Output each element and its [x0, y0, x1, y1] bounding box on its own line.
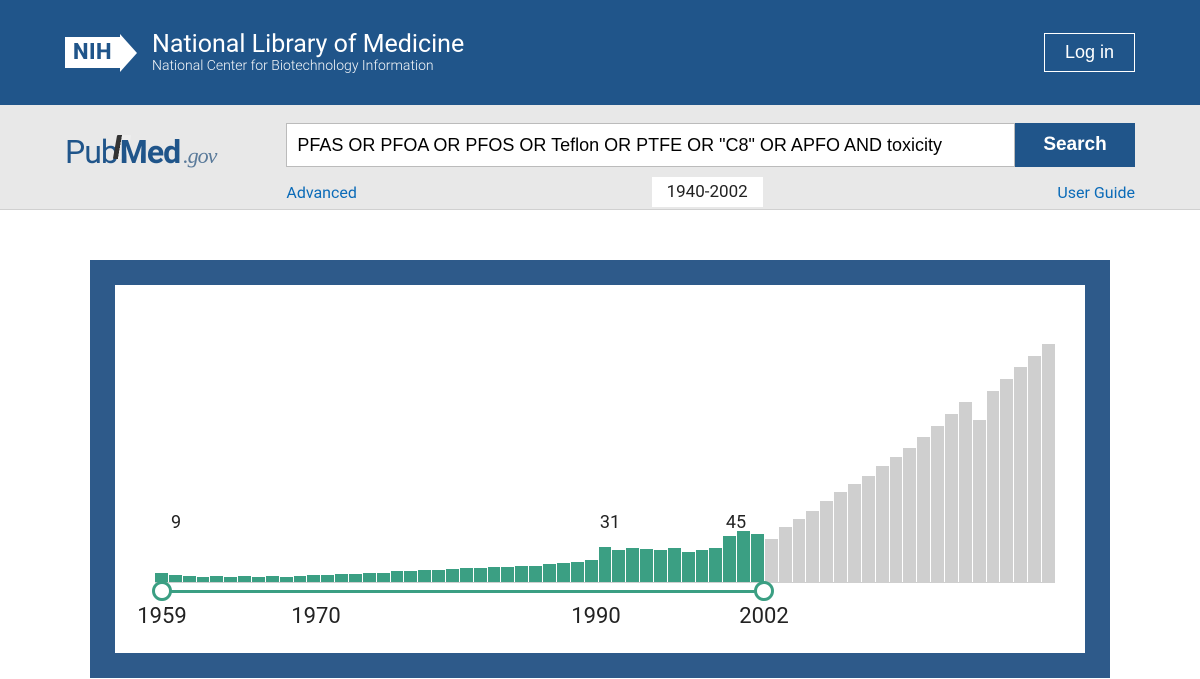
pubmed-logo-gov: .gov — [183, 143, 216, 169]
nih-badge: NIH — [65, 34, 137, 72]
search-strip: PubMed.gov Search Advanced 1940-2002 Use… — [0, 105, 1200, 210]
timeline-bar[interactable] — [820, 501, 833, 583]
timeline-bar[interactable] — [931, 426, 944, 584]
timeline-bar[interactable] — [1000, 379, 1013, 583]
user-guide-link[interactable]: User Guide — [1057, 183, 1135, 202]
timeline-bar[interactable] — [903, 448, 916, 583]
timeline-bar[interactable] — [806, 511, 819, 583]
timeline-bar[interactable] — [446, 569, 459, 583]
chevron-right-icon — [120, 34, 137, 72]
timeline-axis-label: 2002 — [739, 604, 788, 629]
timeline-bar[interactable] — [488, 567, 501, 583]
timeline-bar[interactable] — [779, 527, 792, 583]
timeline-bar[interactable] — [585, 560, 598, 583]
timeline-bar[interactable] — [515, 566, 528, 584]
timeline-slider-track[interactable] — [162, 590, 764, 593]
timeline-bar[interactable] — [654, 550, 667, 583]
timeline-bar[interactable] — [793, 519, 806, 583]
timeline-bar[interactable] — [737, 531, 750, 584]
nih-title: National Library of Medicine — [152, 31, 464, 59]
timeline-bar[interactable] — [945, 414, 958, 583]
pubmed-logo[interactable]: PubMed.gov — [65, 133, 216, 171]
timeline-bar[interactable] — [474, 568, 487, 583]
timeline-bar[interactable] — [765, 539, 778, 583]
results-timeline-panel: 1959 1970 1990 2002 9 31 45 — [90, 260, 1110, 678]
timeline-bar[interactable] — [959, 402, 972, 583]
search-under-row: Advanced 1940-2002 User Guide — [286, 177, 1135, 207]
timeline-bar[interactable] — [709, 548, 722, 583]
search-row: Search — [286, 123, 1135, 167]
timeline-bar[interactable] — [571, 562, 584, 583]
advanced-link[interactable]: Advanced — [286, 183, 357, 202]
timeline-bar[interactable] — [599, 547, 612, 583]
timeline-bar[interactable] — [501, 567, 514, 583]
timeline-bar[interactable] — [862, 476, 875, 583]
timeline-bar[interactable] — [917, 437, 930, 583]
timeline-bars[interactable] — [155, 338, 1055, 583]
timeline-bar[interactable] — [834, 492, 847, 583]
results-timeline-chart: 1959 1970 1990 2002 9 31 45 — [115, 285, 1085, 653]
timeline-bar[interactable] — [626, 548, 639, 583]
year-range-badge: 1940-2002 — [652, 177, 763, 207]
timeline-bar[interactable] — [612, 550, 625, 583]
nih-brand-block: NIH National Library of Medicine Nationa… — [65, 31, 464, 75]
nih-subtitle: National Center for Biotechnology Inform… — [152, 58, 464, 74]
timeline-axis-label: 1990 — [571, 604, 620, 629]
timeline-bar[interactable] — [557, 563, 570, 583]
timeline-bar[interactable] — [723, 536, 736, 583]
timeline-bar[interactable] — [696, 550, 709, 583]
timeline-bar[interactable] — [640, 549, 653, 583]
timeline-bar[interactable] — [751, 534, 764, 583]
timeline-value-label: 9 — [171, 512, 181, 533]
timeline-bar[interactable] — [1028, 356, 1041, 584]
nih-title-block: National Library of Medicine National Ce… — [152, 31, 464, 75]
timeline-bar[interactable] — [987, 391, 1000, 584]
timeline-axis-label: 1959 — [137, 604, 186, 629]
timeline-bar[interactable] — [1014, 367, 1027, 583]
timeline-bar[interactable] — [668, 548, 681, 583]
timeline-baseline — [155, 582, 1055, 583]
pubmed-logo-pub: Pub — [65, 133, 118, 171]
timeline-axis-label: 1970 — [291, 604, 340, 629]
search-column: Search Advanced 1940-2002 User Guide — [286, 123, 1135, 207]
timeline-value-label: 31 — [600, 512, 620, 533]
timeline-handle-start[interactable] — [152, 581, 172, 601]
pubmed-logo-med: Med — [120, 133, 180, 171]
nih-header: NIH National Library of Medicine Nationa… — [0, 0, 1200, 105]
timeline-bar[interactable] — [682, 552, 695, 584]
timeline-bar[interactable] — [1042, 344, 1055, 583]
timeline-bar[interactable] — [529, 566, 542, 584]
nih-badge-text: NIH — [65, 37, 120, 68]
timeline-bar[interactable] — [460, 568, 473, 583]
timeline-bar[interactable] — [876, 466, 889, 583]
timeline-bar[interactable] — [543, 564, 556, 583]
timeline-handle-end[interactable] — [754, 581, 774, 601]
login-button[interactable]: Log in — [1044, 33, 1135, 72]
timeline-bar[interactable] — [890, 457, 903, 583]
timeline-bar[interactable] — [973, 420, 986, 583]
search-input[interactable] — [286, 123, 1015, 167]
timeline-bar[interactable] — [848, 484, 861, 583]
search-button[interactable]: Search — [1015, 123, 1135, 167]
timeline-value-label: 45 — [726, 512, 746, 533]
